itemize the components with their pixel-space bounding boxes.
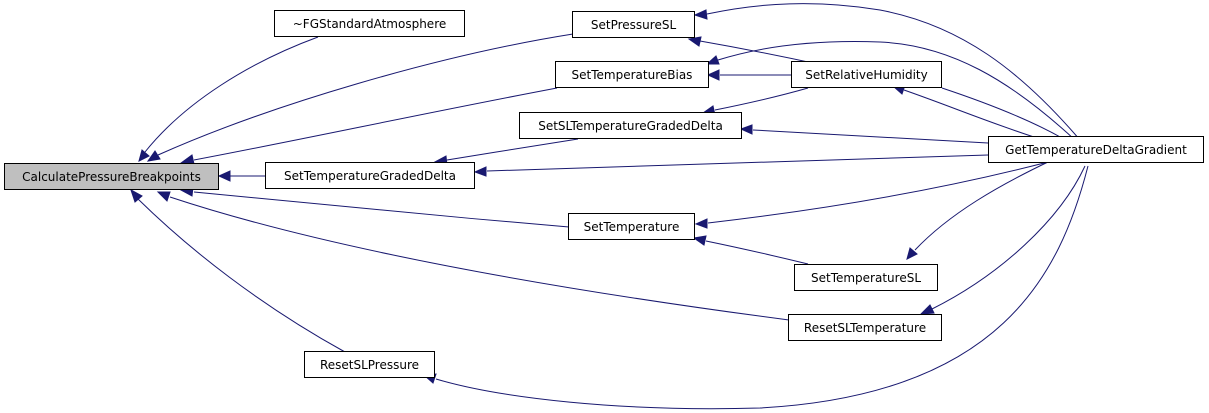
node-label: SetPressureSL [591,18,677,32]
edge-gettemperaturedeltagradient-to-resetsltemperature [919,165,1086,315]
edge-setsltemperaturegradeddelta-to-settemperaturegradeddelta [433,138,579,166]
edge-setrelativehumidity-to-setsltemperaturegradeddelta [701,87,809,116]
node-label: CalculatePressureBreakpoints [22,170,201,184]
edge-settemperaturegradeddelta-to-calc [217,170,265,182]
node-label: SetRelativeHumidity [805,68,928,82]
node-label: ResetSLTemperature [804,321,926,335]
node-set-temperature-sl[interactable]: SetTemperatureSL [794,264,938,291]
node-set-temperature-graded-delta[interactable]: SetTemperatureGradedDelta [265,162,475,189]
node-label: SetTemperatureSL [811,271,921,285]
edge-setpressuresl-to-calc [146,33,574,162]
node-set-relative-humidity[interactable]: SetRelativeHumidity [791,61,942,88]
node-label: ~FGStandardAtmosphere [293,17,447,31]
node-set-pressure-sl[interactable]: SetPressureSL [572,11,695,38]
edge-setrelativehumidity-getdeltagradient-link [941,87,1063,139]
edge-settemperature-to-calc [179,186,570,228]
node-label: ResetSLPressure [320,358,419,372]
node-set-sl-temperature-graded-delta[interactable]: SetSLTemperatureGradedDelta [519,112,742,139]
node-calculate-pressure-breakpoints[interactable]: CalculatePressureBreakpoints [4,163,219,190]
edge-setrelativehumidity-to-settemperaturebias [706,69,792,81]
node-label: SetSLTemperatureGradedDelta [538,119,723,133]
edge-gettemperaturedeltagradient-to-setsltemperaturegradeddelta [739,124,989,144]
edge-dtor-to-calc [138,36,319,162]
edge-gettemperaturedeltagradient-to-resetslpressure [422,165,1089,410]
node-get-temperature-delta-gradient[interactable]: GetTemperatureDeltaGradient [988,136,1204,163]
edge-resetslpressure-to-calc [130,188,346,353]
node-set-temperature-bias[interactable]: SetTemperatureBias [555,61,709,88]
node-reset-sl-pressure[interactable]: ResetSLPressure [304,351,435,378]
node-reset-sl-temperature[interactable]: ResetSLTemperature [788,314,942,341]
edge-gettemperaturedeltagradient-to-settemperature [694,161,1049,229]
edge-gettemperaturedeltagradient-to-settemperaturebias [705,41,1076,141]
node-set-temperature[interactable]: SetTemperature [568,213,695,240]
node-label: SetTemperatureBias [572,68,693,82]
edge-settemperaturesl-to-settemperature [692,235,809,265]
node-label: GetTemperatureDeltaGradient [1005,143,1187,157]
node-fg-standard-atmosphere-destructor[interactable]: ~FGStandardAtmosphere [274,10,465,37]
edge-gettemperaturedeltagradient-to-settemperaturegradeddelta [473,154,989,177]
node-label: SetTemperatureGradedDelta [284,169,456,183]
edge-gettemperaturedeltagradient-to-setpressuresl [693,3,1081,141]
node-label: SetTemperature [584,220,680,234]
edge-settemperaturebias-to-calc [179,87,558,165]
edge-resetsltemperature-to-calc [156,191,790,321]
edge-gettemperaturedeltagradient-to-settemperaturesl [906,161,1049,260]
